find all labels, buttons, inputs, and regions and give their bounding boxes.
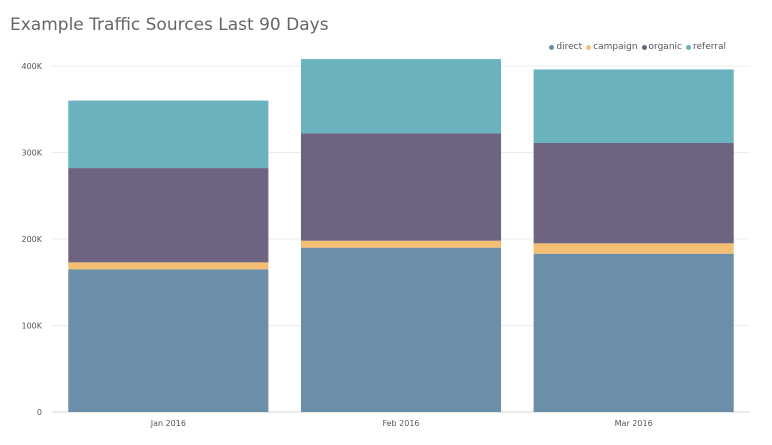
bar-segment-campaign: [533, 243, 734, 254]
legend-swatch-referral: [685, 44, 691, 50]
y-tick-label: 0: [37, 408, 42, 417]
bar-segment-direct: [533, 253, 734, 412]
legend-item-campaign: campaign: [586, 42, 638, 52]
legend-swatch-campaign: [586, 44, 592, 50]
y-tick-label: 200K: [21, 235, 42, 244]
legend: direct campaign organic referral: [545, 42, 726, 52]
chart-title: Example Traffic Sources Last 90 Days: [10, 15, 329, 35]
y-tick-label: 300K: [21, 149, 42, 158]
y-tick-label: 400K: [21, 62, 42, 71]
bar-segment-direct: [300, 247, 502, 412]
x-tick-label: Mar 2016: [615, 419, 653, 428]
bar-segment-referral: [533, 69, 734, 143]
x-tick-label: Jan 2016: [150, 419, 186, 428]
bar-segment-campaign: [68, 262, 269, 270]
legend-item-direct: direct: [549, 42, 582, 52]
legend-label-campaign: campaign: [593, 42, 638, 52]
legend-swatch-direct: [549, 44, 555, 50]
bar-segment-referral: [68, 100, 269, 169]
bar-segment-direct: [68, 269, 269, 412]
axis-layer: 0 100K 200K 300K 400K Jan 2016 Feb 2016 Mar 201…: [21, 62, 652, 428]
legend-label-referral: referral: [692, 42, 726, 52]
bars-layer: [68, 59, 734, 412]
bar-segment-organic: [300, 133, 502, 241]
legend-label-direct: direct: [556, 42, 583, 52]
legend-label-organic: organic: [648, 42, 682, 52]
bar-segment-campaign: [300, 240, 502, 248]
bar-segment-organic: [533, 142, 734, 244]
y-tick-label: 100K: [21, 322, 42, 331]
legend-item-referral: referral: [685, 42, 726, 52]
bar-segment-referral: [300, 59, 502, 134]
bar-segment-organic: [68, 168, 269, 263]
x-tick-label: Feb 2016: [382, 419, 419, 428]
legend-swatch-organic: [641, 44, 647, 50]
legend-item-organic: organic: [641, 42, 682, 52]
